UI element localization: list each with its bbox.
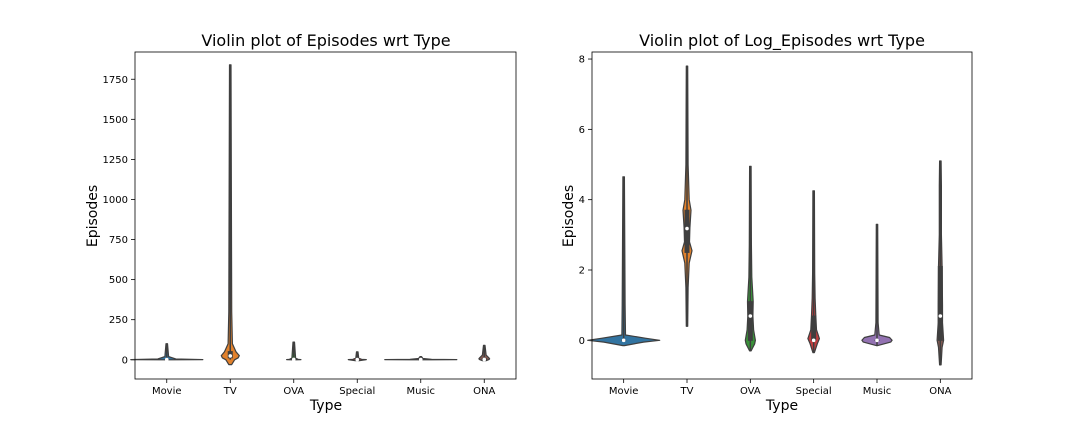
violins — [130, 64, 491, 366]
y-tick-label: 0 — [122, 355, 128, 366]
violin-median-marker — [355, 357, 360, 362]
x-tick-label: Special — [339, 386, 375, 397]
y-tick-label: 1250 — [103, 155, 128, 166]
x-tick-label: OVA — [283, 386, 304, 397]
y-tick-label: 500 — [109, 275, 128, 286]
y-ticks: 0 2 4 6 8 — [579, 55, 592, 347]
x-tick-label: Music — [863, 386, 891, 397]
y-tick-label: 4 — [579, 195, 585, 206]
violin-median-marker — [685, 226, 689, 231]
y-tick-label: 1000 — [103, 195, 128, 206]
y-tick-label: 8 — [579, 55, 585, 66]
violin-median-marker — [482, 357, 487, 362]
chart-title: Violin plot of Episodes wrt Type — [201, 31, 450, 50]
violin-median-marker — [164, 357, 169, 362]
x-axis-label: Type — [765, 398, 798, 414]
y-axis-label: Episodes — [561, 185, 577, 247]
plot-frame — [134, 51, 517, 380]
x-axis-label: Type — [309, 398, 342, 414]
chart-title: Violin plot of Log_Episodes wrt Type — [639, 31, 925, 51]
y-tick-label: 6 — [579, 125, 585, 136]
x-tick-label: TV — [680, 386, 694, 397]
y-ticks: 0 250 500 750 1000 1250 1500 1750 — [103, 75, 135, 366]
violin-median-marker — [811, 338, 816, 343]
violin-iqr-box — [811, 315, 817, 341]
violin-median-marker — [291, 357, 296, 362]
x-ticks: Movie TV OVA Special Music ONA — [609, 379, 952, 397]
violin-median-marker — [748, 314, 753, 318]
x-tick-label: ONA — [929, 386, 951, 397]
chart-panel-log-episodes: Violin plot of Log_Episodes wrt Type Epi… — [561, 31, 973, 414]
violin-median-marker — [228, 354, 233, 358]
violin-iqr-box — [684, 209, 690, 253]
x-tick-label: Movie — [152, 386, 182, 397]
x-tick-label: ONA — [473, 386, 495, 397]
x-tick-label: Music — [407, 386, 435, 397]
y-tick-label: 250 — [109, 315, 128, 326]
violin-iqr-box — [747, 301, 753, 341]
x-tick-label: TV — [223, 386, 237, 397]
violin-median-marker — [938, 314, 943, 318]
y-axis-label: Episodes — [85, 185, 101, 247]
x-tick-label: Movie — [609, 386, 639, 397]
violin-iqr-box — [937, 265, 943, 341]
violin-median-marker — [418, 357, 423, 362]
plot-frame — [591, 51, 973, 380]
violin-median-marker — [621, 338, 626, 343]
x-ticks: Movie TV OVA Special Music ONA — [152, 379, 496, 397]
violin-median-marker — [875, 338, 879, 343]
x-tick-label: Special — [796, 386, 832, 397]
y-tick-label: 750 — [109, 235, 128, 246]
y-tick-label: 1500 — [103, 115, 128, 126]
y-tick-label: 1750 — [103, 75, 128, 86]
x-tick-label: OVA — [740, 386, 761, 397]
violins — [587, 65, 945, 366]
y-tick-label: 2 — [579, 266, 585, 277]
y-tick-label: 0 — [579, 336, 585, 347]
chart-panel-episodes: Violin plot of Episodes wrt Type Episode… — [85, 31, 517, 414]
